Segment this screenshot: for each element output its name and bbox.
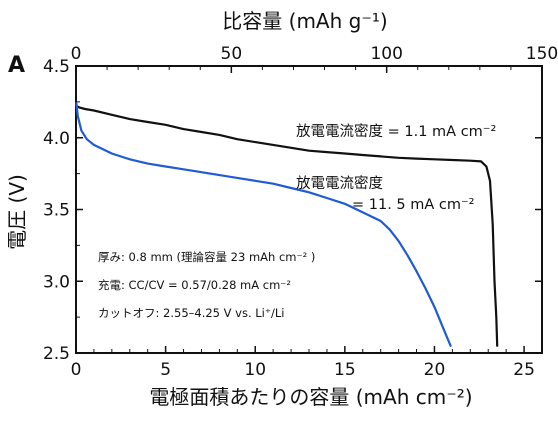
y-tick-label: 4.0 <box>43 129 70 149</box>
note-charge: 充電: CC/CV = 0.57/0.28 mA cm⁻² <box>98 278 291 292</box>
y-axis-title: 電圧 (V) <box>5 174 29 250</box>
top-axis-ticks: 0 50 100 150 <box>71 44 558 73</box>
top-tick-label: 150 <box>526 44 558 64</box>
x-tick-label: 10 <box>244 360 266 380</box>
series-group <box>75 102 499 347</box>
y-tick-label: 3.0 <box>43 272 70 292</box>
x-tick-label: 20 <box>424 360 446 380</box>
x-axis-ticks: 0 5 10 15 20 25 <box>71 346 535 380</box>
x-tick-label: 0 <box>71 360 82 380</box>
top-tick-label: 100 <box>370 44 402 64</box>
panel-label: A <box>8 53 25 78</box>
y-tick-label: 4.5 <box>43 57 70 77</box>
x-axis-title: 電極面積あたりの容量 (mAh cm⁻²) <box>149 385 472 409</box>
annotation-blue-curve-line1: 放電電流密度 <box>296 175 383 192</box>
y-tick-label: 2.5 <box>43 344 70 364</box>
note-thickness: 厚み: 0.8 mm (理論容量 23 mAh cm⁻² ) <box>98 250 315 264</box>
series-line-high-rate <box>75 102 452 347</box>
x-tick-label: 25 <box>513 360 535 380</box>
annotation-blue-curve-line2: = 11. 5 mA cm⁻² <box>352 197 474 213</box>
y-tick-label: 3.5 <box>43 201 70 221</box>
series-line-low-rate <box>75 105 499 347</box>
annotation-black-curve: 放電電流密度 = 1.1 mA cm⁻² <box>296 123 496 140</box>
top-tick-label: 0 <box>71 44 82 64</box>
top-axis-title: 比容量 (mAh g⁻¹) <box>222 9 387 33</box>
x-tick-label: 5 <box>160 360 171 380</box>
x-tick-label: 15 <box>334 360 356 380</box>
note-cutoff: カットオフ: 2.55–4.25 V vs. Li⁺/Li <box>98 306 284 320</box>
y-axis-ticks: 2.5 3.0 3.5 4.0 4.5 <box>43 57 542 364</box>
top-tick-label: 50 <box>221 44 243 64</box>
